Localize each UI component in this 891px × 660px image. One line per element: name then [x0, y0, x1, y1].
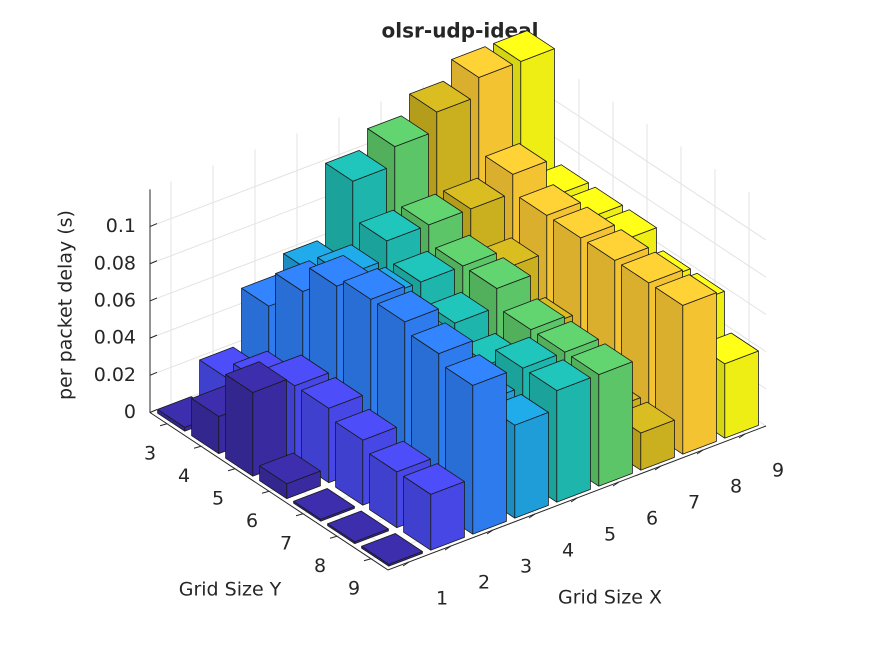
bar-face-top — [503, 298, 565, 330]
bar-face-top — [451, 46, 513, 78]
y-tick — [227, 468, 236, 472]
bar-face-top — [621, 251, 683, 284]
y-tick-label: 6 — [246, 510, 258, 532]
bar-face-top — [469, 257, 531, 289]
bar-face-top — [335, 408, 397, 441]
z-tick-label: 0.1 — [106, 215, 136, 237]
bar-face-front — [472, 372, 507, 535]
bar-face-front — [514, 411, 549, 519]
bar-face-top — [359, 209, 421, 242]
y-axis-label: Grid Size Y — [179, 579, 282, 601]
x-axis-label: Grid Size X — [558, 587, 662, 609]
z-axis-label: per packet delay (s) — [55, 210, 77, 400]
bar-face-top — [369, 440, 431, 473]
bar-face-top — [537, 320, 599, 353]
y-tick-label: 5 — [212, 487, 224, 509]
bar-face-top — [411, 322, 473, 355]
y-tick-label: 7 — [280, 532, 292, 554]
x-tick-label: 8 — [730, 476, 742, 498]
z-tick-label: 0.04 — [94, 327, 136, 349]
z-tick — [149, 409, 158, 413]
bar-face-top — [529, 359, 591, 391]
bar-face-top — [495, 336, 557, 369]
bar-face-top — [327, 510, 389, 543]
bar-face-top — [367, 115, 429, 148]
bar — [293, 488, 355, 522]
x-tick-label: 7 — [688, 492, 700, 514]
bar-face-top — [655, 274, 717, 306]
x-tick-label: 3 — [520, 556, 532, 578]
x-tick-label: 1 — [436, 588, 448, 610]
x-tick-label: 6 — [646, 508, 658, 530]
bar — [403, 463, 465, 551]
bar-face-top — [301, 377, 363, 409]
bar-face-top — [343, 268, 405, 300]
y-tick — [159, 423, 168, 427]
y-tick — [295, 513, 304, 517]
bar-face-top — [293, 488, 355, 520]
bar-face-top — [259, 452, 321, 485]
bar-face-top — [225, 361, 287, 393]
bar-face-top — [443, 177, 505, 210]
bar-face-top — [403, 463, 465, 495]
bar — [225, 361, 287, 477]
bar-face-top — [553, 206, 615, 239]
bar-face-front — [724, 350, 759, 439]
x-tick-label: 4 — [562, 540, 574, 562]
bar-face-top — [435, 234, 497, 267]
y-tick — [363, 558, 372, 562]
x-tick-label: 9 — [772, 460, 784, 482]
bar-face-top — [493, 30, 555, 62]
bar-face-top — [445, 354, 507, 386]
bar-face-top — [587, 229, 649, 261]
z-tick — [149, 297, 158, 302]
z-tick — [149, 223, 158, 228]
bar-face-front — [556, 377, 591, 503]
bar-face-front — [682, 292, 717, 455]
y-tick-label: 8 — [314, 555, 326, 577]
bar-face-top — [393, 250, 455, 283]
z-tick-label: 0.06 — [94, 289, 136, 311]
bar-face-top — [427, 291, 489, 324]
bar-face-top — [401, 193, 463, 226]
x-tick-label: 5 — [604, 524, 616, 546]
z-tick — [149, 334, 158, 339]
y-tick-label: 9 — [348, 577, 360, 599]
y-tick-label: 3 — [144, 442, 156, 464]
bar-face-top — [409, 80, 471, 113]
bar-face-top — [485, 143, 547, 175]
bar-face-top — [325, 150, 387, 182]
y-tick — [261, 490, 270, 494]
y-tick — [329, 535, 338, 539]
axis-line — [149, 189, 767, 571]
z-tick-label: 0.02 — [94, 364, 136, 386]
bar — [259, 452, 321, 500]
bar-face-top — [519, 184, 581, 216]
bar — [327, 510, 389, 545]
z-tick — [149, 260, 158, 265]
z-tick — [149, 371, 158, 376]
bar-face-top — [377, 290, 439, 323]
bar — [361, 533, 423, 567]
z-tick-label: 0 — [124, 401, 136, 423]
y-tick-label: 4 — [178, 465, 190, 487]
z-tick-label: 0.08 — [94, 252, 136, 274]
bar-face-top — [361, 533, 423, 565]
y-tick — [193, 445, 202, 449]
bar-face-top — [571, 343, 633, 375]
bar-face-front — [598, 361, 633, 487]
x-tick-label: 2 — [478, 572, 490, 594]
